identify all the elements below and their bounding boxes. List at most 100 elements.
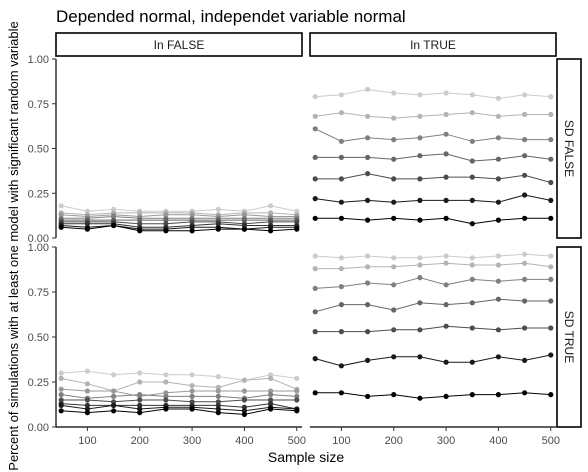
data-series [312,390,554,401]
data-point [312,266,318,272]
data-point [495,176,501,182]
data-point [111,408,117,414]
data-point [312,309,318,315]
series-line [61,223,297,228]
data-point [137,392,143,398]
data-point [163,372,169,378]
data-point [163,228,169,234]
data-point [241,377,247,383]
facet-strip-box [55,32,303,57]
data-point [338,154,344,160]
y-axis: 0.00 0.25 0.50 0.75 1.00 [28,54,57,245]
data-point [241,388,247,394]
series-line [315,253,551,259]
data-point [391,392,397,398]
x-tick-label: 200 [385,435,403,447]
facet-panel [58,203,300,234]
data-point [189,388,195,394]
data-point [469,158,475,164]
data-point [495,327,501,333]
series-line [61,404,297,412]
data-point [268,401,274,407]
data-point [312,390,318,396]
data-point [417,217,423,223]
data-point [215,399,221,405]
data-point [137,370,143,376]
data-point [522,390,528,396]
data-point [548,179,554,186]
data-point [443,151,449,157]
series-line [61,403,297,410]
data-point [522,298,528,304]
data-series [58,203,300,214]
data-series [312,126,554,144]
data-point [365,357,371,363]
facet-strip-label: SD TRUE [562,311,576,363]
data-series [312,323,554,335]
chart-title: Depended normal, independet variable nor… [56,7,406,26]
x-tick-label: 300 [183,435,201,447]
data-point [137,410,143,416]
data-point [391,215,397,221]
y-tick-label: 0.75 [28,99,49,111]
series-line [315,217,551,225]
data-point [469,197,475,203]
data-point [522,325,528,331]
data-point [495,113,501,119]
data-point [548,276,554,282]
series-line [315,153,551,162]
y-tick-label: 1.00 [28,242,49,254]
data-point [215,374,221,380]
data-point [417,255,423,261]
data-point [443,131,449,137]
data-point [365,86,371,92]
x-tick-label: 500 [542,435,560,447]
data-point [312,215,318,221]
y-tick-label: 1.00 [28,54,49,66]
data-point [417,395,423,401]
data-point [312,94,318,100]
data-point [58,402,64,408]
facet-strip-column: In FALSE [55,32,303,57]
x-axis: 100 200 300 400 500 [56,426,306,447]
data-point [189,219,195,225]
data-point [241,404,247,410]
data-point [391,264,397,270]
y-tick-label: 0.50 [28,144,49,156]
data-point [312,253,318,259]
data-point [548,352,554,358]
data-point [338,363,344,369]
data-point [111,399,117,405]
data-point [312,196,318,202]
data-point [391,156,397,162]
data-point [338,266,344,272]
data-point [469,359,475,365]
data-point [391,354,397,360]
data-point [241,212,247,218]
data-point [365,113,371,119]
data-point [417,354,423,360]
data-point [268,388,274,394]
data-point [338,284,344,290]
data-point [189,383,195,389]
data-point [522,276,528,282]
data-point [294,219,300,225]
data-point [241,217,247,223]
x-tick-label: 500 [288,435,306,447]
data-point [495,296,501,302]
data-point [215,206,221,212]
data-point [522,153,528,159]
data-point [495,135,501,141]
data-point [294,408,300,414]
data-point [443,253,449,259]
data-point [365,171,371,177]
y-tick-label: 0.00 [28,233,49,245]
data-point [215,410,221,416]
data-point [417,153,423,159]
data-point [522,111,528,118]
series-line [315,88,551,99]
x-axis-label: Sample size [268,449,344,465]
data-point [391,137,397,143]
series-line [315,392,551,399]
